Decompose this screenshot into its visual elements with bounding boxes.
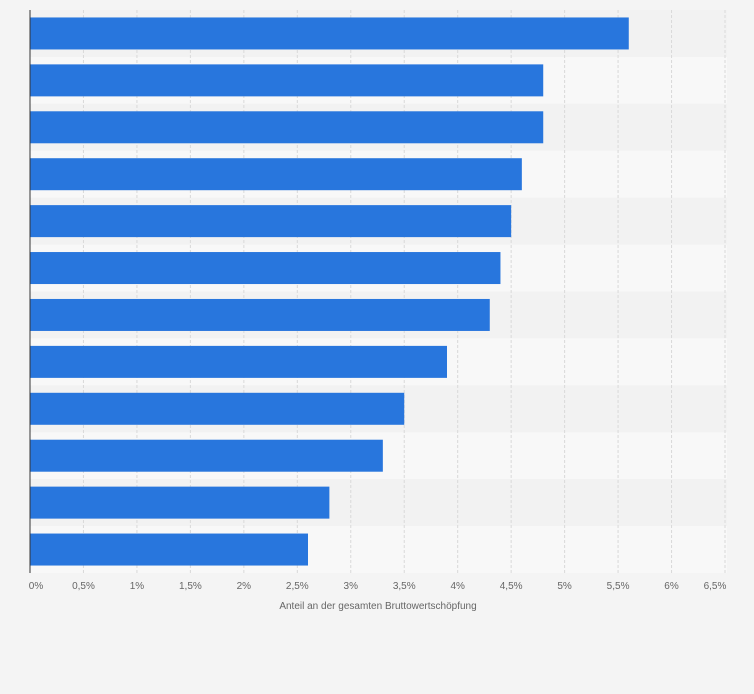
x-tick-label: 0% xyxy=(29,581,44,592)
x-tick-labels: 0% 0,5% 1% 1,5% 2% 2,5% 3% 3,5% 4% 4,5% 5% 5,5% 6% 6,… xyxy=(29,581,727,592)
x-tick-label: 5% xyxy=(557,581,572,592)
x-axis-title: Anteil an der gesamten Bruttowertschöpfu… xyxy=(279,601,476,612)
x-tick-label: 2,5% xyxy=(286,581,309,592)
bars xyxy=(30,17,629,566)
x-tick-label: 2% xyxy=(237,581,252,592)
x-tick-label: 6% xyxy=(664,581,679,592)
bar[interactable] xyxy=(30,533,308,566)
gridlines xyxy=(82,10,726,573)
x-tick-label: 4,5% xyxy=(500,581,523,592)
x-tick-label: 4% xyxy=(450,581,465,592)
bar[interactable] xyxy=(30,298,490,331)
bar[interactable] xyxy=(30,345,447,378)
x-tick-label: 3,5% xyxy=(393,581,416,592)
bar[interactable] xyxy=(30,439,383,472)
bar[interactable] xyxy=(30,111,544,144)
bar[interactable] xyxy=(30,205,512,238)
x-tick-label: 1,5% xyxy=(179,581,202,592)
x-tick-label: 3% xyxy=(344,581,359,592)
x-tick-label: 0,5% xyxy=(72,581,95,592)
bar[interactable] xyxy=(30,158,522,191)
bar[interactable] xyxy=(30,486,330,519)
x-tick-label: 1% xyxy=(130,581,145,592)
bar[interactable] xyxy=(30,252,501,285)
bar[interactable] xyxy=(30,64,544,97)
x-tick-label: 6,5% xyxy=(704,581,727,592)
x-tick-label: 5,5% xyxy=(607,581,630,592)
bar[interactable] xyxy=(30,392,405,425)
bar[interactable] xyxy=(30,17,629,50)
